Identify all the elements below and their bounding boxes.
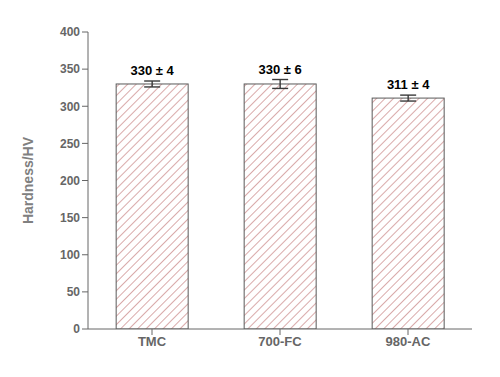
svg-text:980-AC: 980-AC (386, 334, 431, 349)
svg-text:150: 150 (60, 211, 80, 225)
svg-text:350: 350 (60, 62, 80, 76)
svg-text:330 ± 6: 330 ± 6 (259, 62, 302, 77)
svg-text:330 ± 4: 330 ± 4 (131, 63, 175, 78)
svg-text:0: 0 (73, 322, 80, 336)
svg-text:300: 300 (60, 100, 80, 114)
svg-text:311 ± 4: 311 ± 4 (387, 77, 430, 92)
svg-text:700-FC: 700-FC (258, 334, 302, 349)
svg-text:200: 200 (60, 174, 80, 188)
svg-text:TMC: TMC (138, 334, 167, 349)
svg-text:250: 250 (60, 137, 80, 151)
svg-text:100: 100 (60, 248, 80, 262)
svg-text:50: 50 (67, 285, 81, 299)
svg-text:Hardness/HV: Hardness/HV (20, 136, 36, 224)
svg-text:400: 400 (60, 25, 80, 39)
